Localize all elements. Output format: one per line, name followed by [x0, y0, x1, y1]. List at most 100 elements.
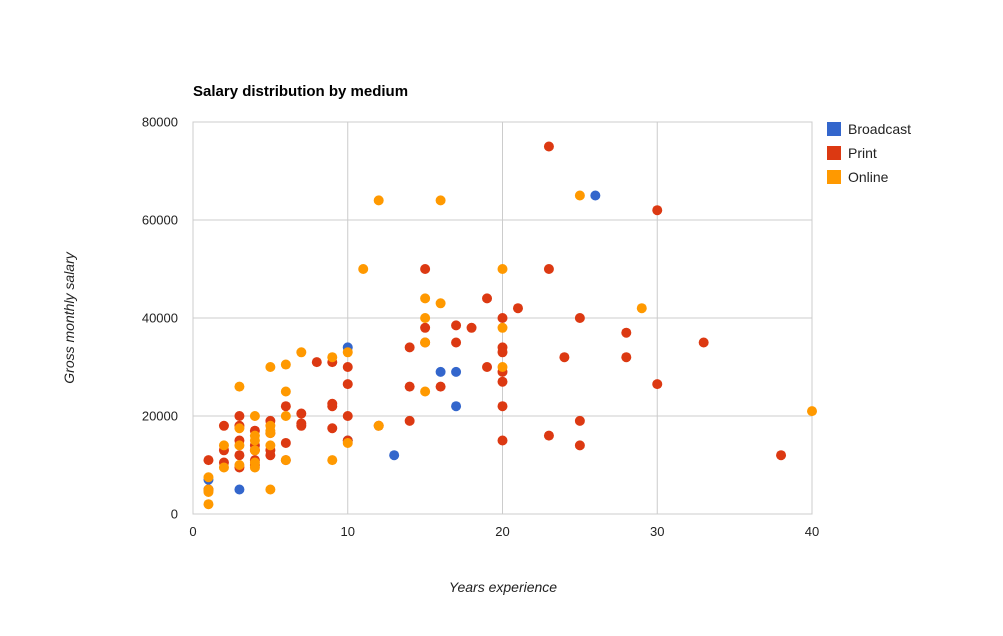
data-point-print[interactable] — [482, 362, 493, 372]
y-tick-label: 80000 — [142, 115, 178, 130]
data-point-online[interactable] — [265, 362, 276, 372]
y-tick-label: 20000 — [142, 409, 178, 424]
data-point-print[interactable] — [327, 398, 338, 409]
data-point-print[interactable] — [543, 430, 554, 441]
data-point-online[interactable] — [342, 437, 353, 448]
data-point-online[interactable] — [280, 386, 291, 397]
data-point-print[interactable] — [497, 401, 508, 412]
data-point-print[interactable] — [342, 411, 353, 421]
data-point-online[interactable] — [807, 406, 817, 417]
data-point-print[interactable] — [497, 313, 508, 323]
data-point-broadcast[interactable] — [451, 366, 462, 377]
data-point-online[interactable] — [203, 486, 214, 497]
data-point-print[interactable] — [280, 437, 291, 448]
data-point-online[interactable] — [420, 337, 431, 348]
data-point-print[interactable] — [234, 411, 245, 421]
y-tick-label: 0 — [171, 507, 178, 522]
data-point-online[interactable] — [249, 445, 260, 456]
data-point-print[interactable] — [482, 293, 493, 304]
data-point-online[interactable] — [497, 264, 508, 274]
data-point-online[interactable] — [265, 440, 276, 451]
data-point-print[interactable] — [698, 337, 709, 348]
data-point-online[interactable] — [234, 423, 245, 434]
data-point-online[interactable] — [636, 303, 647, 314]
data-point-broadcast[interactable] — [451, 401, 462, 412]
data-point-print[interactable] — [451, 320, 462, 331]
data-point-print[interactable] — [218, 420, 229, 431]
data-point-broadcast[interactable] — [435, 366, 446, 377]
data-point-print[interactable] — [404, 415, 415, 426]
data-point-print[interactable] — [280, 401, 291, 412]
data-point-broadcast[interactable] — [590, 190, 601, 201]
data-point-print[interactable] — [420, 264, 431, 274]
data-point-print[interactable] — [203, 455, 214, 466]
data-point-online[interactable] — [218, 440, 229, 451]
data-point-print[interactable] — [652, 379, 663, 390]
data-point-print[interactable] — [543, 264, 554, 274]
legend-swatch-print — [827, 146, 841, 160]
data-point-print[interactable] — [497, 347, 508, 358]
data-point-print[interactable] — [296, 408, 307, 419]
data-point-online[interactable] — [249, 462, 260, 473]
data-point-print[interactable] — [342, 379, 353, 390]
data-point-online[interactable] — [373, 420, 384, 431]
data-point-broadcast[interactable] — [234, 484, 245, 495]
data-point-print[interactable] — [497, 376, 508, 387]
data-point-print[interactable] — [621, 352, 632, 363]
data-point-online[interactable] — [280, 411, 291, 421]
data-point-online[interactable] — [574, 190, 585, 201]
legend-swatch-broadcast — [827, 122, 841, 136]
data-point-print[interactable] — [234, 450, 245, 461]
y-axis-title: Gross monthly salary — [61, 251, 77, 383]
data-point-online[interactable] — [265, 484, 276, 495]
data-point-print[interactable] — [435, 381, 446, 392]
data-point-print[interactable] — [420, 322, 431, 333]
data-point-print[interactable] — [559, 352, 570, 363]
data-point-print[interactable] — [327, 423, 338, 434]
data-point-print[interactable] — [652, 205, 663, 216]
data-point-online[interactable] — [234, 460, 245, 470]
data-point-print[interactable] — [621, 327, 632, 338]
data-point-online[interactable] — [234, 440, 245, 451]
data-point-online[interactable] — [280, 359, 291, 370]
data-point-print[interactable] — [296, 420, 307, 431]
data-point-online[interactable] — [497, 322, 508, 333]
data-point-print[interactable] — [574, 313, 585, 323]
data-point-online[interactable] — [280, 455, 291, 466]
data-point-online[interactable] — [497, 362, 508, 372]
y-tick-label: 40000 — [142, 311, 178, 326]
data-point-print[interactable] — [451, 337, 462, 348]
data-point-print[interactable] — [512, 303, 523, 314]
data-point-online[interactable] — [234, 381, 245, 392]
data-point-online[interactable] — [435, 298, 446, 309]
data-point-online[interactable] — [249, 411, 260, 421]
data-point-print[interactable] — [311, 357, 322, 368]
data-point-online[interactable] — [203, 472, 214, 483]
data-point-print[interactable] — [543, 141, 554, 152]
plot-area — [192, 121, 813, 515]
data-point-print[interactable] — [404, 381, 415, 392]
data-point-online[interactable] — [265, 428, 276, 439]
data-point-print[interactable] — [574, 415, 585, 426]
data-point-online[interactable] — [342, 347, 353, 358]
data-point-print[interactable] — [342, 362, 353, 372]
data-point-online[interactable] — [203, 499, 214, 510]
data-point-broadcast[interactable] — [389, 450, 400, 461]
data-point-online[interactable] — [420, 313, 431, 323]
data-point-print[interactable] — [776, 450, 787, 461]
data-point-online[interactable] — [435, 195, 446, 206]
data-point-print[interactable] — [574, 440, 585, 451]
data-point-online[interactable] — [420, 293, 431, 304]
data-point-online[interactable] — [249, 435, 260, 446]
data-point-online[interactable] — [327, 455, 338, 466]
data-point-online[interactable] — [420, 386, 431, 397]
data-point-print[interactable] — [404, 342, 415, 353]
data-point-print[interactable] — [466, 322, 477, 333]
data-point-online[interactable] — [296, 347, 307, 358]
data-point-print[interactable] — [265, 450, 276, 461]
data-point-print[interactable] — [497, 435, 508, 446]
data-point-online[interactable] — [327, 352, 338, 363]
data-point-online[interactable] — [358, 264, 369, 274]
data-point-online[interactable] — [218, 462, 229, 473]
data-point-online[interactable] — [373, 195, 384, 206]
